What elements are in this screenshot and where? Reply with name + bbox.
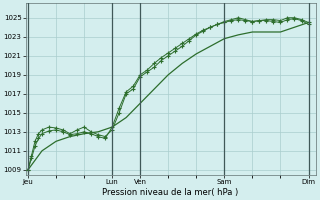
- X-axis label: Pression niveau de la mer( hPa ): Pression niveau de la mer( hPa ): [102, 188, 239, 197]
